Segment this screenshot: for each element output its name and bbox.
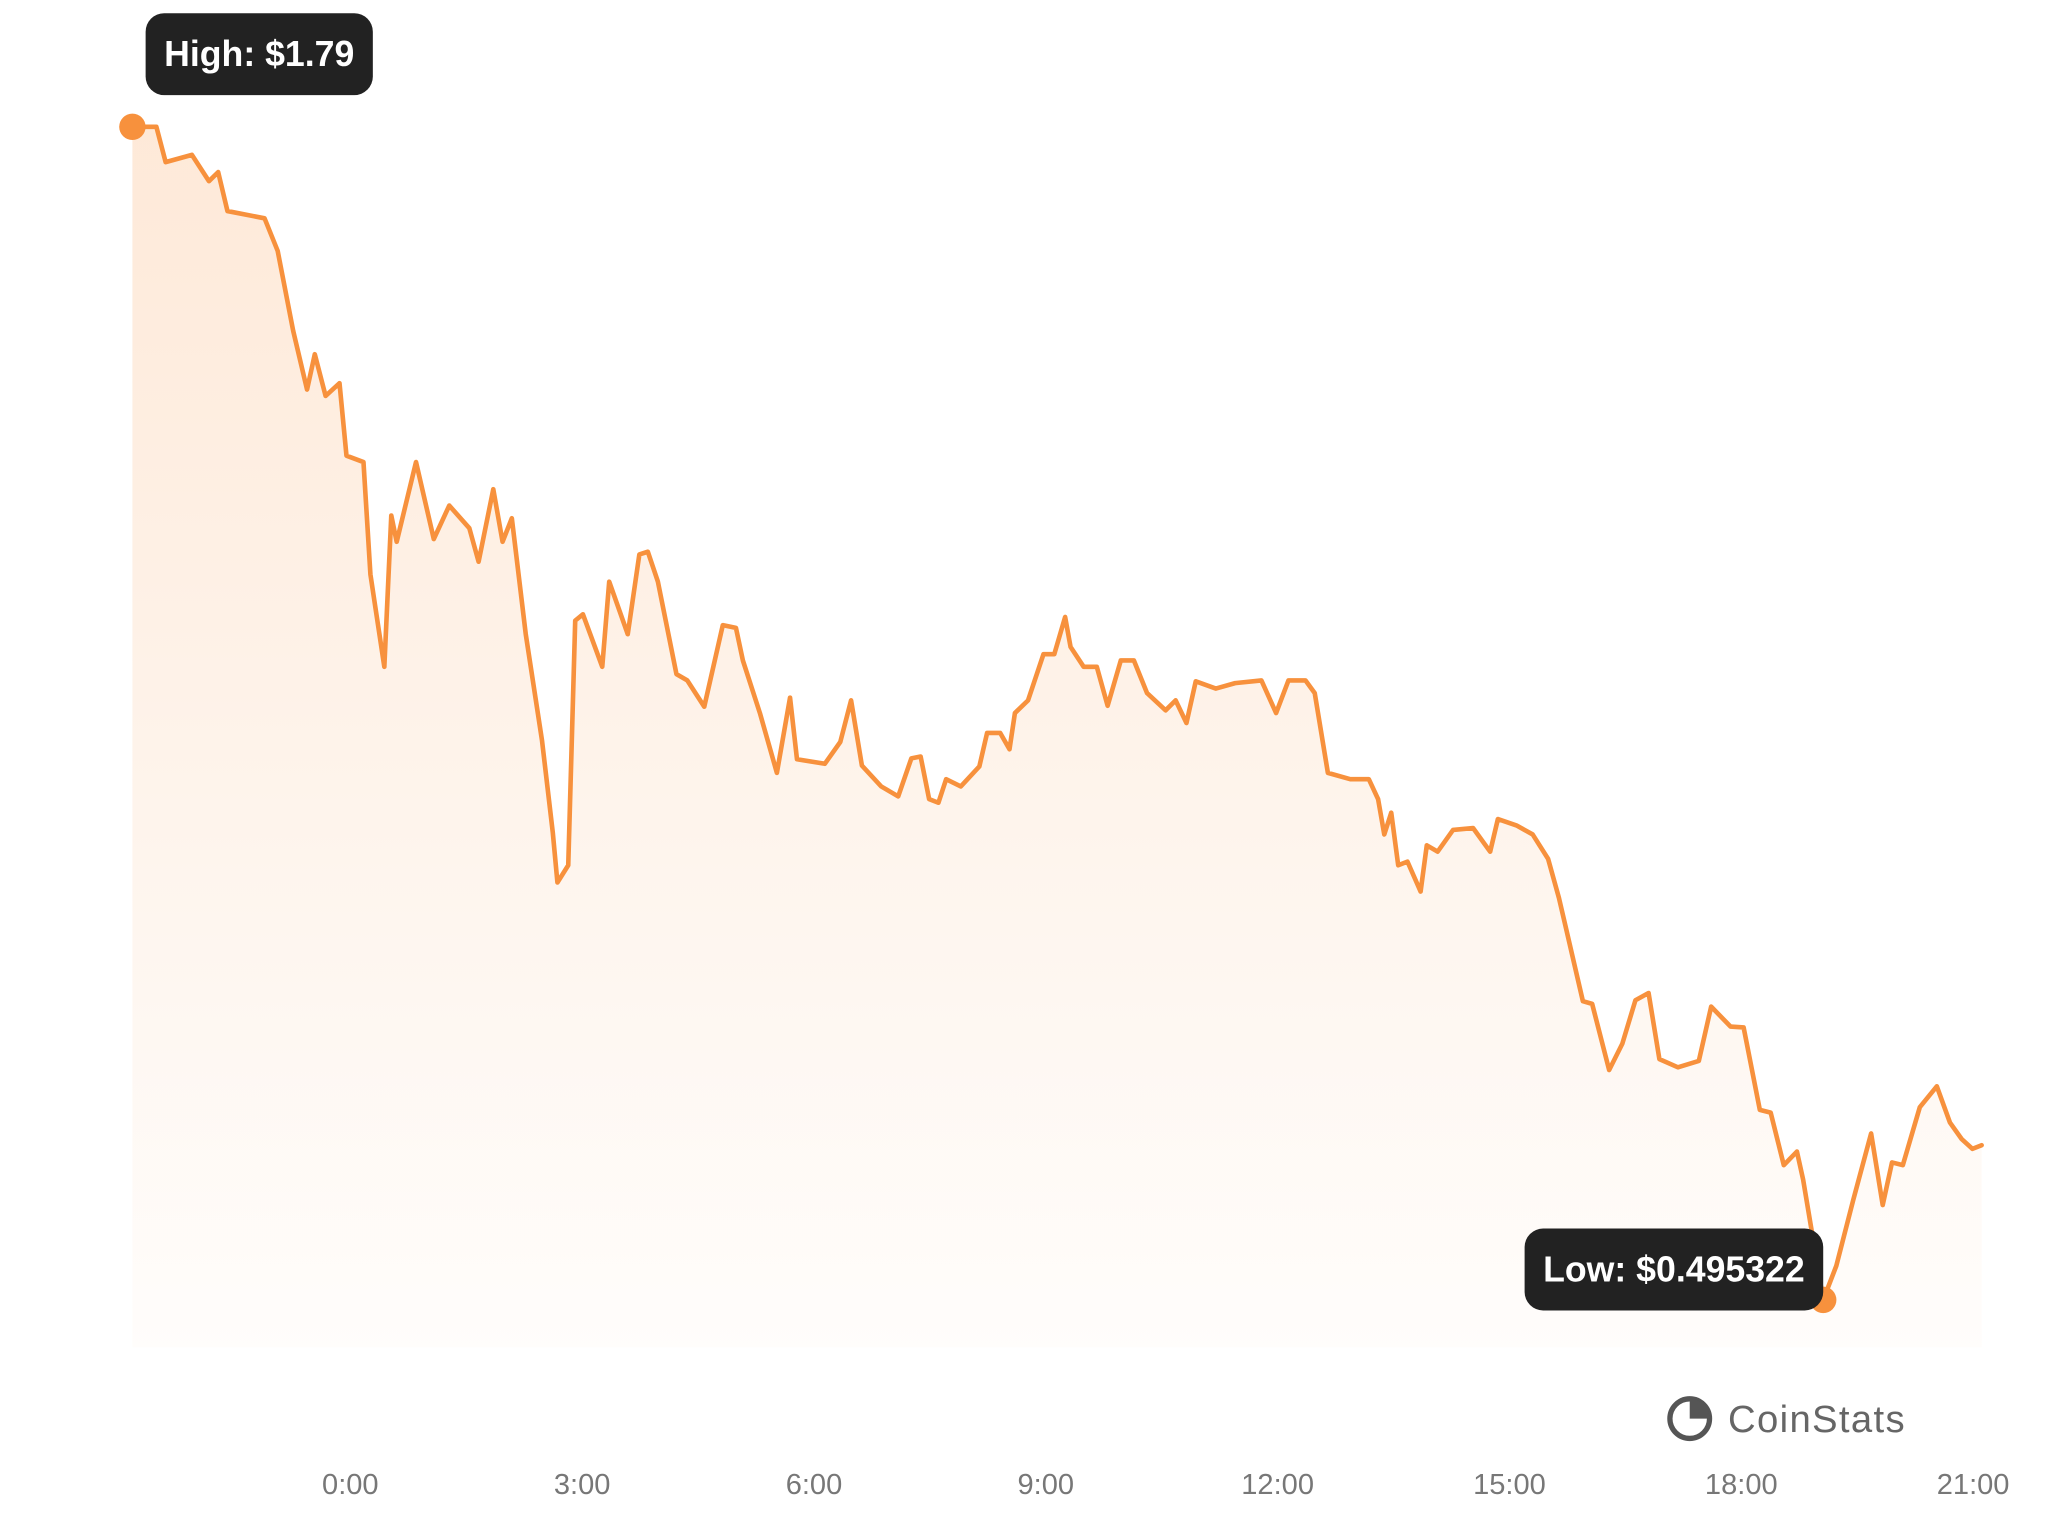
annotation-box bbox=[1524, 1228, 1824, 1311]
x-tick-label: 9:00 bbox=[1018, 1469, 1075, 1501]
x-tick-label: 6:00 bbox=[786, 1469, 843, 1501]
x-tick-label: 12:00 bbox=[1241, 1469, 1314, 1501]
x-tick-label: 3:00 bbox=[554, 1469, 611, 1501]
annotation: Low: $0.495322 bbox=[1524, 1228, 1824, 1311]
watermark: CoinStats bbox=[1728, 1398, 1906, 1441]
x-tick-label: 0:00 bbox=[322, 1469, 379, 1501]
x-tick-label: 15:00 bbox=[1473, 1469, 1546, 1501]
price-line bbox=[130, 124, 1984, 1303]
logo-icon bbox=[1667, 1396, 1713, 1442]
annotation-label: High: $1.79 bbox=[164, 34, 354, 74]
annotation: High: $1.79 bbox=[145, 13, 373, 96]
annotation-dot bbox=[119, 113, 146, 141]
annotation-label: Low: $0.495322 bbox=[1543, 1249, 1805, 1289]
annotation-box bbox=[145, 13, 373, 96]
area bbox=[132, 126, 1982, 1348]
x-tick-label: 18:00 bbox=[1705, 1469, 1778, 1501]
x-tick-label: 21:00 bbox=[1937, 1469, 2010, 1501]
